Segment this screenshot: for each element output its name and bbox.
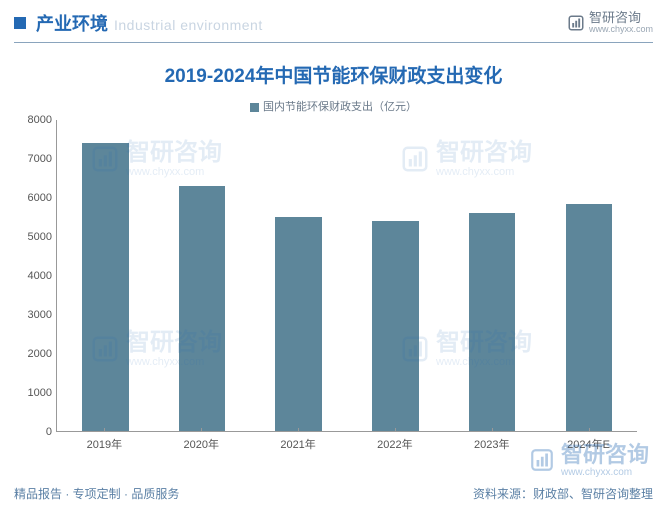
- y-tick-label: 0: [12, 426, 52, 438]
- x-tick-label: 2023年: [443, 432, 540, 450]
- bar-slot: [57, 120, 154, 431]
- bars-container: [57, 120, 637, 431]
- y-tick-label: 7000: [12, 153, 52, 165]
- bar: [82, 143, 128, 431]
- plot-area: [56, 120, 637, 432]
- legend-label: 国内节能环保财政支出（亿元）: [263, 101, 417, 113]
- x-tick-label: 2024年E: [540, 432, 637, 450]
- y-tick-label: 4000: [12, 270, 52, 282]
- y-tick-label: 8000: [12, 114, 52, 126]
- y-tick-label: 1000: [12, 387, 52, 399]
- bar-slot: [540, 120, 637, 431]
- bar-slot: [250, 120, 347, 431]
- x-tick-label: 2022年: [346, 432, 443, 450]
- header-rule: [14, 42, 653, 43]
- header-left: 产业环境 Industrial environment: [14, 10, 263, 36]
- bar: [275, 217, 321, 431]
- bar: [179, 186, 225, 431]
- x-tick-label: 2020年: [153, 432, 250, 450]
- brand-name: 智研咨询: [589, 11, 653, 25]
- footer-left: 精品报告 · 专项定制 · 品质服务: [14, 485, 179, 502]
- chart-area: 010002000300040005000600070008000 2019年2…: [56, 120, 637, 450]
- x-axis: 2019年2020年2021年2022年2023年2024年E: [56, 432, 637, 450]
- y-tick-label: 5000: [12, 231, 52, 243]
- bar: [566, 204, 612, 431]
- y-axis: 010002000300040005000600070008000: [12, 120, 52, 432]
- footer: 精品报告 · 专项定制 · 品质服务 资料来源：财政部、智研咨询整理: [14, 485, 653, 502]
- footer-right: 资料来源：财政部、智研咨询整理: [473, 485, 653, 502]
- bar: [469, 213, 515, 431]
- x-tick-label: 2019年: [56, 432, 153, 450]
- header: 产业环境 Industrial environment 智研咨询 www.chy…: [0, 0, 667, 40]
- header-marker: [14, 17, 26, 29]
- brand-logo-icon: [567, 14, 585, 32]
- bar-slot: [154, 120, 251, 431]
- bar-slot: [347, 120, 444, 431]
- header-brand: 智研咨询 www.chyxx.com: [567, 11, 653, 35]
- brand-url: www.chyxx.com: [589, 25, 653, 35]
- chart-title: 2019-2024年中国节能环保财政支出变化: [0, 61, 667, 88]
- y-tick-label: 2000: [12, 348, 52, 360]
- y-tick-label: 3000: [12, 309, 52, 321]
- watermark-en: www.chyxx.com: [561, 467, 649, 478]
- bar-slot: [444, 120, 541, 431]
- header-title-cn: 产业环境: [36, 10, 108, 36]
- legend-swatch: [250, 103, 259, 112]
- chart-legend: 国内节能环保财政支出（亿元）: [0, 98, 667, 114]
- bar: [372, 221, 418, 431]
- header-title-en: Industrial environment: [114, 17, 263, 33]
- x-tick-label: 2021年: [250, 432, 347, 450]
- watermark-logo-icon: [529, 447, 555, 473]
- y-tick-label: 6000: [12, 192, 52, 204]
